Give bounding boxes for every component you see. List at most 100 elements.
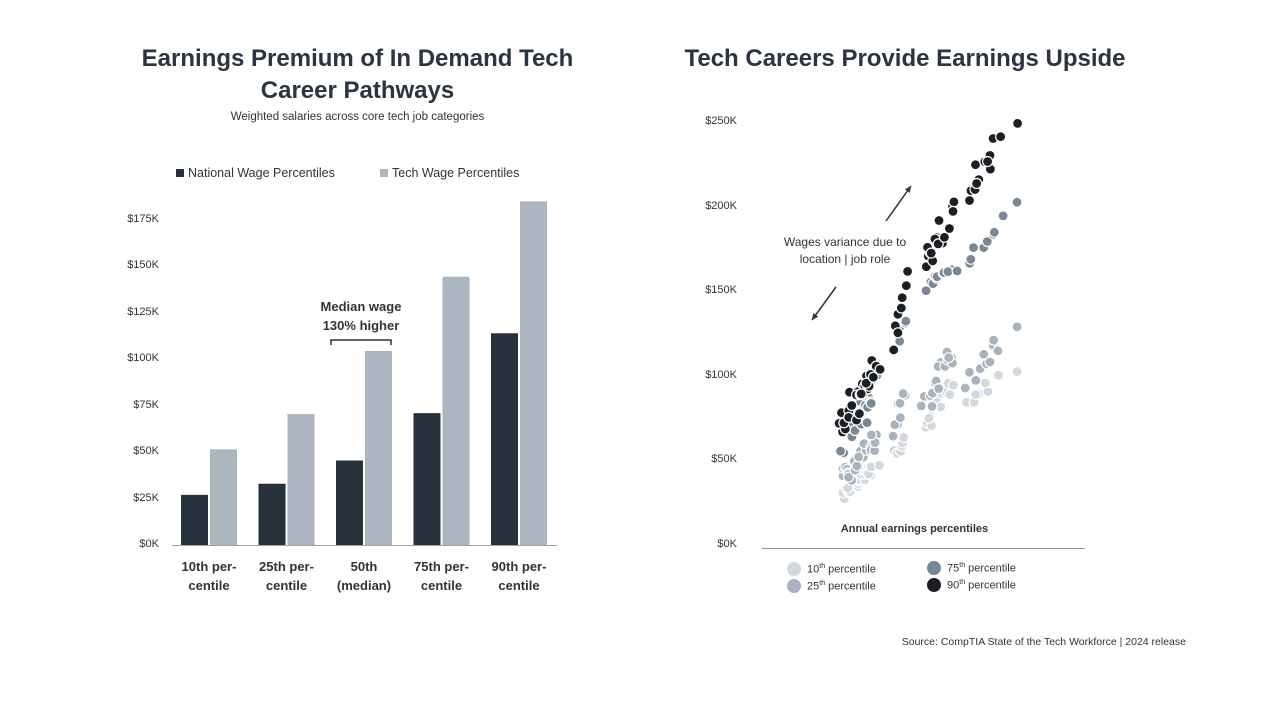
scatter-point-p25 <box>926 400 938 412</box>
legend-national-label: National Wage Percentiles <box>188 166 335 180</box>
right-y-tick: $100K <box>705 368 737 381</box>
scatter-point-p25 <box>933 383 945 395</box>
median-annotation: Median wage 130% higher <box>320 299 402 333</box>
scatter-point-p90 <box>948 196 960 208</box>
legend-p90-dot <box>927 578 941 592</box>
scatter-point-p10 <box>1011 366 1023 378</box>
scatter-point-p10 <box>992 369 1005 381</box>
scatter-point-p90 <box>969 159 982 171</box>
category-label: 50th (median) <box>336 559 392 593</box>
bar-national <box>413 413 441 545</box>
legend-p75-label: 75th percentile <box>947 561 1016 575</box>
left-chart-subtitle: Weighted salaries across core tech job c… <box>230 111 485 123</box>
scatter-point-p75 <box>965 253 977 265</box>
scatter-point-p10 <box>897 431 910 443</box>
scatter-point-p90 <box>900 280 912 292</box>
scatter-point-p25 <box>897 388 909 400</box>
scatter-point-p90 <box>860 377 872 389</box>
scatter-point-p90 <box>947 205 959 217</box>
scatter-point-p25 <box>992 345 1004 357</box>
scatter-point-p25 <box>887 430 899 442</box>
scatter-point-p75 <box>900 315 912 327</box>
legend-p10-dot <box>787 562 801 576</box>
scatter-point-p90 <box>867 371 880 383</box>
scatter-point-p25 <box>915 400 927 412</box>
legend-p10-label: 10th percentile <box>807 562 876 576</box>
scatter-point-p10 <box>947 379 959 391</box>
category-label: 25th per- centile <box>259 559 314 593</box>
scatter-point-p90 <box>846 399 858 412</box>
scatter-point-p90 <box>1011 117 1024 130</box>
scatter-point-p25 <box>970 374 982 386</box>
scatter-point-p75 <box>951 265 963 277</box>
right-y-tick: $50K <box>711 453 737 466</box>
scatter-point-p25 <box>894 412 907 424</box>
right-y-tick: $0K <box>717 538 737 550</box>
left-y-tick: $125K <box>127 305 159 318</box>
scatter-point-p25 <box>865 429 878 441</box>
scatter-point-p90 <box>855 388 867 400</box>
scatter-point-p75 <box>988 226 1000 238</box>
arrow-up-head <box>904 186 911 193</box>
left-y-tick: $0K <box>139 538 159 550</box>
category-label: 75th per- centile <box>414 559 469 593</box>
scatter-point-p25 <box>959 382 971 394</box>
right-chart-title: Tech Careers Provide Earnings Upside <box>684 45 1126 72</box>
scatter-point-p25 <box>1011 321 1023 333</box>
bar-tech <box>365 350 392 545</box>
scatter-point-p75 <box>834 445 847 457</box>
category-label: 10th per- centile <box>181 559 237 593</box>
median-bracket <box>330 339 392 345</box>
legend-tech-swatch <box>380 169 388 177</box>
legend-p25: 25th percentile <box>787 579 876 593</box>
scatter-point-p75 <box>997 210 1009 222</box>
legend-tech-label: Tech Wage Percentiles <box>392 166 520 180</box>
arrow-up-shaft <box>885 185 912 222</box>
left-y-tick: $150K <box>127 259 159 272</box>
scatter-point-p75 <box>865 397 877 409</box>
left-chart-title: Earnings Premium of In Demand Tech Caree… <box>141 45 574 104</box>
scatter-point-p10 <box>944 388 956 401</box>
right-x-axis-label: Annual earnings percentiles <box>840 523 989 535</box>
scatter-point-p25 <box>963 366 976 378</box>
scatter-point-p90 <box>888 344 900 356</box>
scatter-point-p90 <box>970 177 983 190</box>
legend-p75-dot <box>927 561 941 575</box>
bar-national <box>336 460 363 545</box>
legend-p10: 10th percentile <box>787 562 876 576</box>
legend-p75: 75th percentile <box>927 561 1016 575</box>
legend-national-swatch <box>176 169 184 177</box>
scatter-point-p25 <box>984 356 996 368</box>
left-y-tick: $25K <box>133 491 159 504</box>
scatter-point-p10 <box>970 389 982 401</box>
scatter-point-p90 <box>943 222 956 235</box>
scatter-point-p90 <box>901 265 914 277</box>
scatter-point-p90 <box>963 194 976 207</box>
bar-tech <box>287 414 315 545</box>
right-y-tick: $150K <box>705 284 737 297</box>
left-y-tick: $50K <box>133 445 159 458</box>
scatter-point-p10 <box>873 459 886 471</box>
scatter-point-p90 <box>994 131 1007 143</box>
arrow-down-shaft <box>811 286 837 321</box>
scatter-point-p75 <box>861 417 873 429</box>
legend-p25-dot <box>787 579 801 593</box>
scatter-point-p90 <box>925 247 937 259</box>
scatter-point-p25 <box>853 451 865 463</box>
category-label: 90th per- centile <box>491 559 547 593</box>
scatter-point-p90 <box>874 363 886 375</box>
scatter-point-p90 <box>938 231 951 243</box>
bar-tech <box>210 449 237 545</box>
scatter-point-p10 <box>979 377 991 389</box>
scatter-point-p90 <box>933 214 945 227</box>
scatter-point-p25 <box>851 460 863 472</box>
scatter-point-p75 <box>981 235 993 248</box>
scatter-point-p90 <box>895 302 907 314</box>
scatter-point-p75 <box>920 285 932 297</box>
scatter-point-p90 <box>853 408 866 420</box>
scatter-point-p75 <box>1011 196 1023 208</box>
bar-national <box>181 494 208 545</box>
legend-p25-label: 25th percentile <box>807 579 876 593</box>
arrow-down-head <box>812 313 819 320</box>
